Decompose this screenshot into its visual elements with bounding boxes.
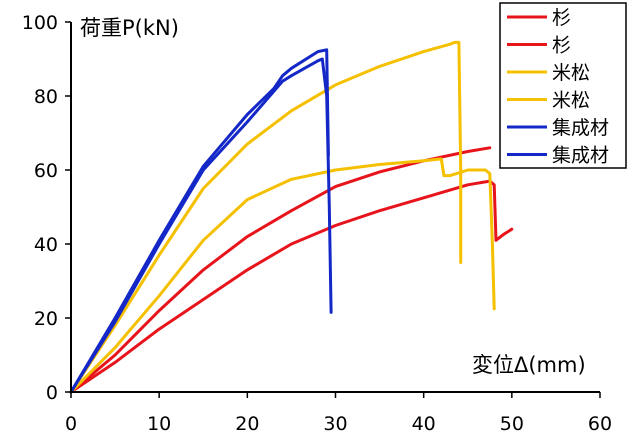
- legend-label-4: 米松: [552, 90, 590, 112]
- x-tick-label: 60: [588, 413, 612, 435]
- series-line-3: [69, 40, 463, 394]
- y-tick-label: 80: [34, 86, 58, 108]
- x-tick-label: 20: [235, 413, 259, 435]
- legend-label-3: 米松: [552, 62, 590, 84]
- x-tick-label: 10: [147, 413, 171, 435]
- x-tick-label: 40: [412, 413, 436, 435]
- series-line-2: [69, 179, 514, 394]
- x-tick-label: 50: [500, 413, 524, 435]
- legend-box: [499, 2, 627, 169]
- y-axis-title: 荷重P(kN): [80, 16, 179, 40]
- y-tick-label: 60: [34, 160, 58, 182]
- legend-label-2: 杉: [552, 35, 571, 57]
- series-layer: [69, 40, 514, 394]
- series-line-4: [69, 157, 496, 394]
- xlabel-background: [468, 347, 620, 379]
- series-line-5: [69, 48, 330, 394]
- x-tick-label: 0: [65, 413, 77, 435]
- ticks-layer: 0 10 20 30 40 50 60 0 20 40 60 80 100: [22, 12, 612, 435]
- y-tick-label: 40: [34, 234, 58, 256]
- series-line-1: [69, 146, 492, 394]
- y-tick-label: 0: [46, 382, 58, 404]
- y-tick-label: 20: [34, 308, 58, 330]
- legend-label-1: 杉: [552, 7, 571, 29]
- ylabel-background: [74, 10, 204, 42]
- x-axis-title: 変位Δ(mm): [472, 353, 586, 377]
- legend-label-5: 集成材: [552, 117, 609, 139]
- x-tick-label: 30: [323, 413, 347, 435]
- series-line-6: [69, 57, 333, 394]
- y-tick-label: 100: [22, 12, 58, 34]
- legend-label-6: 集成材: [552, 145, 609, 167]
